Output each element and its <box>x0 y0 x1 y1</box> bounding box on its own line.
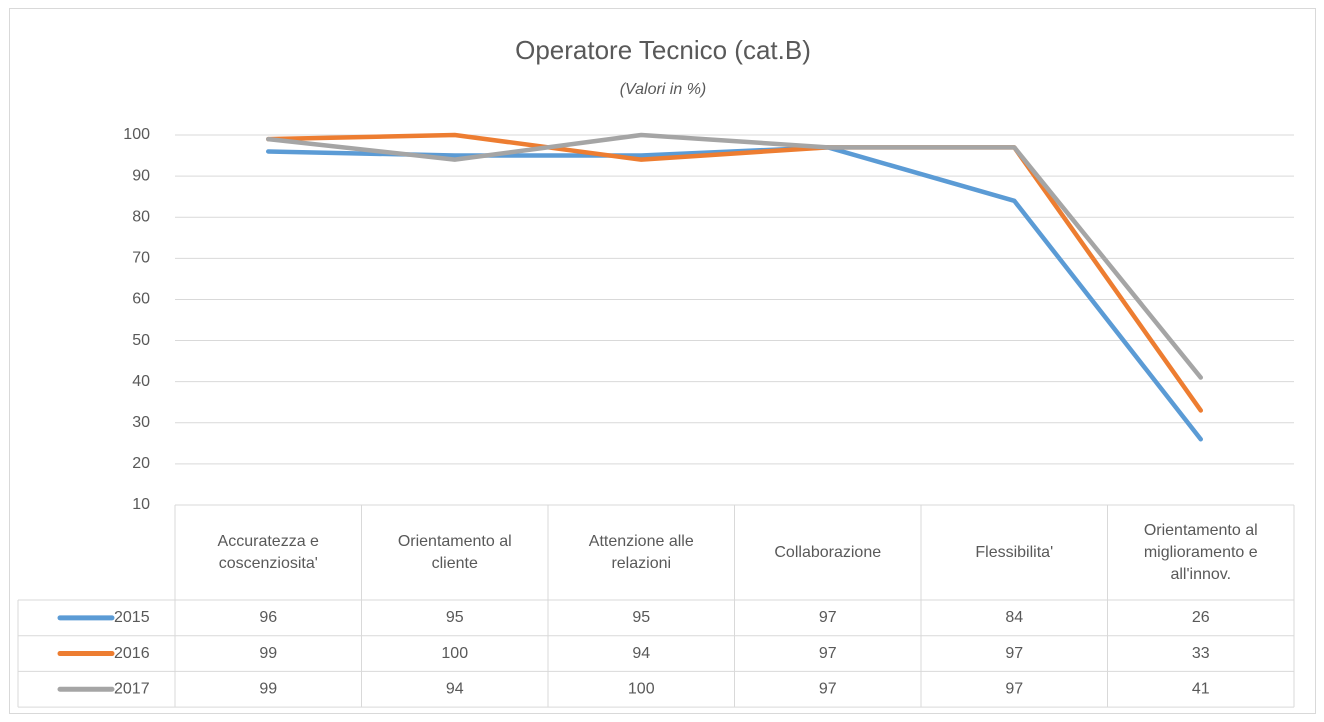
table-value: 95 <box>632 609 650 626</box>
y-tick-label: 80 <box>132 208 150 225</box>
table-value: 84 <box>1005 609 1023 626</box>
table-value: 100 <box>628 680 655 697</box>
table-value: 97 <box>819 645 837 662</box>
legend-label: 2015 <box>114 609 150 626</box>
y-tick-label: 100 <box>123 126 150 143</box>
category-label: Orientamento al cliente <box>397 532 512 572</box>
y-tick-label: 40 <box>132 373 150 390</box>
category-label: Accuratezza e coscenziosita' <box>217 532 319 572</box>
series-line <box>266 132 1203 380</box>
table-value: 26 <box>1192 609 1210 626</box>
chart-title: Operatore Tecnico (cat.B) <box>515 35 811 65</box>
table-value: 100 <box>441 645 468 662</box>
y-tick-label: 10 <box>132 496 150 513</box>
y-tick-label: 60 <box>132 291 150 308</box>
series-line <box>266 132 1203 413</box>
table-value: 94 <box>632 645 650 662</box>
table-value: 94 <box>446 680 464 697</box>
y-tick-label: 20 <box>132 455 150 472</box>
table-value: 95 <box>446 609 464 626</box>
table-value: 97 <box>819 680 837 697</box>
category-label: Collaborazione <box>774 543 882 561</box>
chart-border <box>9 8 1316 714</box>
legend-label: 2017 <box>114 680 150 697</box>
table-value: 33 <box>1192 645 1210 662</box>
legend-label: 2016 <box>114 645 150 662</box>
table-value: 97 <box>1005 645 1023 662</box>
table-value: 97 <box>1005 680 1023 697</box>
y-tick-label: 90 <box>132 167 150 184</box>
y-tick-label: 30 <box>132 414 150 431</box>
category-label: Orientamento al miglioramento e all'inno… <box>1143 521 1258 583</box>
table-value: 97 <box>819 609 837 626</box>
table-value: 96 <box>259 609 277 626</box>
table-value: 41 <box>1192 680 1210 697</box>
category-label: Attenzione alle relazioni <box>588 532 694 572</box>
y-tick-label: 50 <box>132 332 150 349</box>
category-label: Flessibilita' <box>975 543 1054 561</box>
table-value: 99 <box>259 680 277 697</box>
table-value: 99 <box>259 645 277 662</box>
y-tick-label: 70 <box>132 250 150 267</box>
chart-subtitle: (Valori in %) <box>620 81 707 98</box>
